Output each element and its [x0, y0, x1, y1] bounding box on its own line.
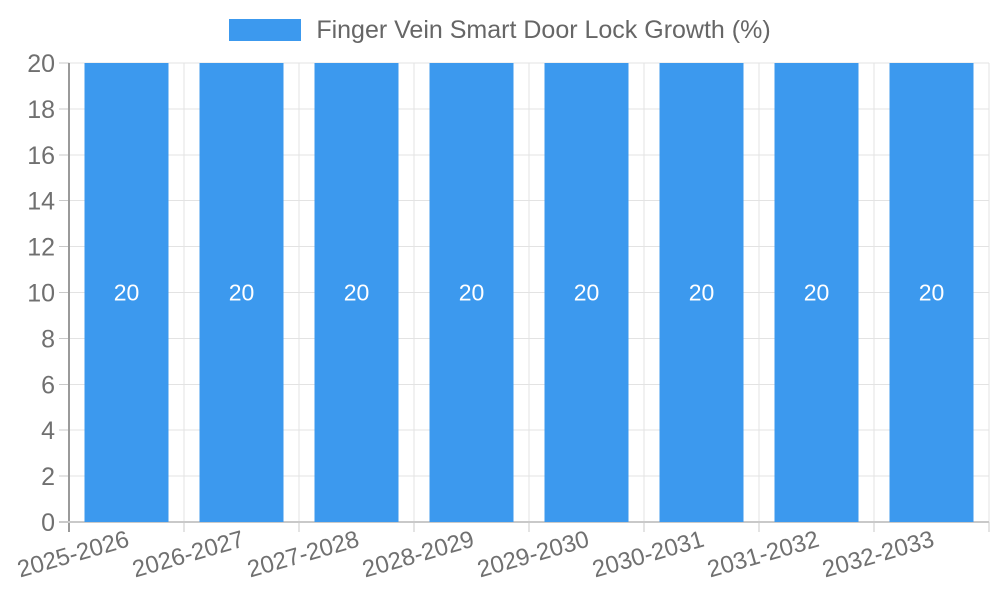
x-tick-label: 2026-2027 [129, 526, 247, 584]
y-tick-label: 14 [27, 188, 55, 216]
y-tick-label: 4 [41, 417, 55, 445]
bar-value-label: 20 [344, 280, 370, 306]
legend-swatch-icon [229, 19, 302, 41]
bar-value-label: 20 [919, 280, 945, 306]
bar-2031-2032[interactable] [774, 63, 859, 522]
bar-2029-2030[interactable] [544, 63, 629, 522]
x-tick-label: 2025-2026 [14, 526, 132, 584]
legend-item[interactable]: Finger Vein Smart Door Lock Growth (%) [229, 12, 771, 48]
x-tick-label: 2027-2028 [244, 526, 362, 584]
bar-value-label: 20 [229, 280, 255, 306]
legend-label: Finger Vein Smart Door Lock Growth (%) [316, 16, 771, 44]
bar-2026-2027[interactable] [199, 63, 284, 522]
y-tick-label: 8 [41, 325, 55, 353]
x-tick-label: 2029-2030 [474, 526, 592, 584]
y-tick-label: 0 [41, 509, 55, 537]
bar-2030-2031[interactable] [659, 63, 744, 522]
x-tick-label: 2032-2033 [819, 526, 937, 584]
bar-value-label: 20 [459, 280, 485, 306]
bar-value-label: 20 [804, 280, 830, 306]
y-tick-label: 18 [27, 96, 55, 124]
y-tick-label: 6 [41, 371, 55, 399]
bar-value-label: 20 [574, 280, 600, 306]
x-tick-label: 2031-2032 [704, 526, 822, 584]
x-tick-label: 2028-2029 [359, 526, 477, 584]
x-tick-label: 2030-2031 [589, 526, 707, 584]
bar-2028-2029[interactable] [429, 63, 514, 522]
bar-2027-2028[interactable] [314, 63, 399, 522]
bar-2025-2026[interactable] [84, 63, 169, 522]
y-tick-label: 12 [27, 234, 55, 262]
bar-2032-2033[interactable] [889, 63, 974, 522]
bar-value-label: 20 [114, 280, 140, 306]
y-tick-label: 16 [27, 142, 55, 170]
y-tick-label: 20 [27, 50, 55, 78]
y-tick-label: 2 [41, 463, 55, 491]
legend: Finger Vein Smart Door Lock Growth (%) [0, 12, 1000, 48]
y-tick-label: 10 [27, 280, 55, 308]
bar-value-label: 20 [689, 280, 715, 306]
